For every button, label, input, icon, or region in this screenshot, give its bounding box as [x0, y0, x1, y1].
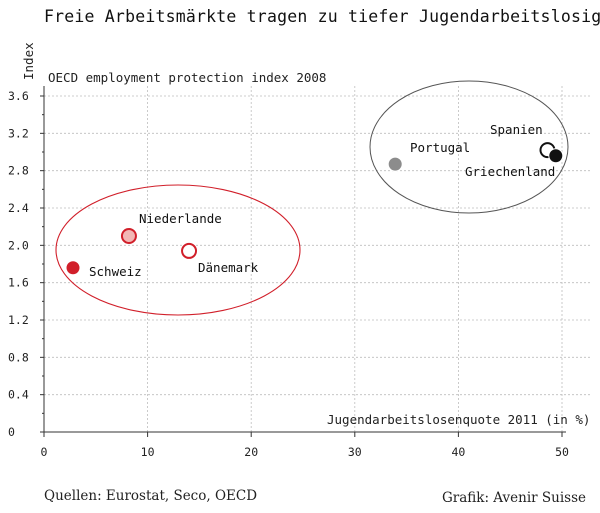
- label-spanien: Spanien: [490, 122, 543, 137]
- label-niederlande: Niederlande: [139, 211, 222, 226]
- point-schweiz: [65, 260, 81, 276]
- grid: [44, 86, 590, 432]
- axes: 0 0.4 0.8 1.2 1.6 2.0 2.4 2.8 3.2 3.6 0 10 20 30 40 50: [8, 86, 569, 459]
- data-points: [65, 142, 564, 276]
- x-tick-label: 40: [451, 445, 465, 459]
- point-daenemark: [181, 242, 198, 259]
- y-unit-label: Index: [21, 42, 36, 80]
- y-axis-label: OECD employment protection index 2008: [48, 70, 326, 85]
- chart-title: Freie Arbeitsmärkte tragen zu tiefer Jug…: [44, 7, 600, 26]
- y-tick-label: 0.8: [8, 350, 29, 364]
- y-tick-label: 2.4: [8, 201, 29, 215]
- y-tick-label: 1.6: [8, 276, 29, 290]
- y-tick-label: 2.8: [8, 164, 29, 178]
- x-tick-label: 30: [348, 445, 362, 459]
- group-ellipse-high: [369, 80, 569, 214]
- y-tick-label: 0.4: [8, 388, 29, 402]
- x-tick-label: 50: [555, 445, 569, 459]
- label-daenemark: Dänemark: [198, 260, 259, 275]
- y-tick-label: 3.2: [8, 126, 29, 140]
- point-griechenland: [548, 148, 564, 164]
- y-tick-label: 2.0: [8, 238, 29, 252]
- x-axis-label: Jugendarbeitslosenquote 2011 (in %): [327, 412, 590, 427]
- credit-note: Grafik: Avenir Suisse: [442, 490, 586, 506]
- group-ellipse-low: [55, 184, 301, 316]
- point-portugal: [387, 156, 403, 172]
- x-tick-label: 0: [41, 445, 48, 459]
- label-griechenland: Griechenland: [465, 164, 555, 179]
- x-tick-label: 10: [141, 445, 155, 459]
- y-tick-label: 1.2: [8, 313, 29, 327]
- y-tick-label: 3.6: [8, 89, 29, 103]
- point-niederlande: [120, 228, 137, 244]
- label-portugal: Portugal: [410, 140, 470, 155]
- x-tick-label: 20: [244, 445, 258, 459]
- label-schweiz: Schweiz: [89, 264, 142, 279]
- source-note: Quellen: Eurostat, Seco, OECD: [44, 488, 257, 504]
- y-tick-label: 0: [8, 425, 15, 439]
